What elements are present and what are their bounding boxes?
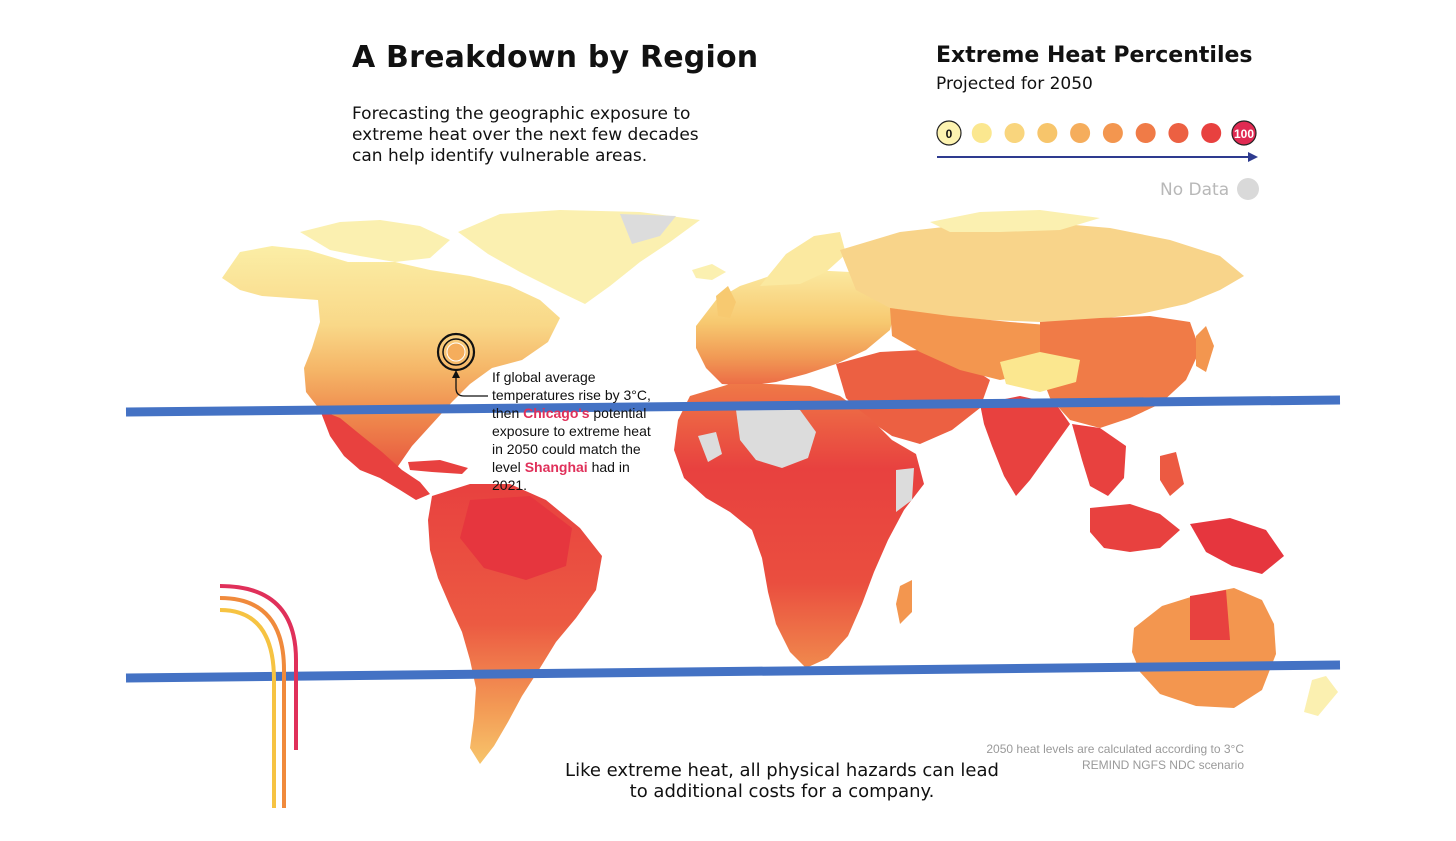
annotation-line-3: then Chicago's potential	[492, 404, 667, 422]
legend-arrowhead-icon	[1248, 152, 1258, 162]
overlay-line-south	[125, 660, 1341, 683]
footnote-line-1: 2050 heat levels are calculated accordin…	[986, 742, 1244, 756]
legend-swatches	[936, 120, 1257, 146]
chicago-highlight: Chicago's	[523, 405, 590, 421]
legend-subtitle: Projected for 2050	[936, 74, 1093, 94]
legend-swatch-8	[1201, 123, 1222, 143]
annotation-line-1: If global average	[492, 369, 596, 385]
sahel-no-data-region	[698, 432, 722, 462]
scandinavia-region	[760, 232, 846, 286]
overlay-line-north	[125, 395, 1341, 417]
middle-east-region	[836, 350, 990, 444]
legend-max-label: 100	[1234, 127, 1254, 141]
chicago-marker	[436, 332, 488, 397]
legend-swatch-9	[1231, 120, 1257, 146]
png-region	[1190, 518, 1284, 574]
legend-swatch-6	[1135, 123, 1156, 143]
annotation-line-4: exposure to extreme heat	[492, 423, 651, 439]
madagascar-region	[896, 580, 912, 624]
no-data-label: No Data	[1160, 180, 1230, 200]
new-zealand-region	[1304, 676, 1338, 716]
uk-region	[716, 286, 736, 318]
australia-region	[1132, 588, 1276, 708]
arctic-islands-region	[300, 220, 450, 262]
arctic-russia-region	[930, 210, 1100, 232]
annotation-line-3-post: potential	[589, 405, 647, 421]
legend-swatch-4	[1070, 123, 1091, 143]
shanghai-highlight: Shanghai	[524, 459, 588, 475]
greenland-no-data	[620, 214, 676, 244]
legend-swatch-2	[1004, 123, 1025, 143]
japan-region	[1196, 326, 1214, 372]
europe-region	[696, 270, 896, 386]
annotation-line-6: level Shanghai had in 2021.	[492, 458, 667, 494]
legend-swatch-3	[1037, 123, 1058, 143]
legend-swatch-0	[936, 120, 962, 146]
southeast-asia-region	[1072, 424, 1126, 496]
sahara-no-data-region	[736, 404, 816, 468]
annotation-line-6-pre: level	[492, 459, 525, 475]
intro-text: Forecasting the geographic exposure to e…	[352, 104, 699, 166]
footnote-line-2: REMIND NGFS NDC scenario	[1081, 758, 1244, 772]
horn-of-africa-no-data	[896, 468, 914, 512]
legend-title: Extreme Heat Percentiles	[936, 43, 1253, 68]
annotation-line-2: temperatures rise by 3°C,	[492, 387, 651, 403]
indonesia-region	[1090, 504, 1180, 552]
legend-min-label: 0	[946, 127, 953, 141]
legend-swatch-7	[1168, 123, 1189, 143]
annotation-line-5: in 2050 could match the	[492, 441, 641, 457]
decorative-arcs	[219, 584, 298, 808]
annotation-line-6-post: had in 2021.	[492, 459, 630, 493]
north-america-region	[222, 246, 560, 472]
footnote: 2050 heat levels are calculated accordin…	[960, 741, 1244, 773]
caribbean-region	[408, 460, 468, 474]
legend-swatch-5	[1102, 123, 1123, 143]
africa-region	[674, 384, 924, 668]
page-title: A Breakdown by Region	[352, 40, 759, 75]
russia-region	[840, 222, 1244, 322]
legend-swatch-1	[971, 123, 992, 143]
australia-hotspot	[1190, 590, 1230, 640]
closing-text: Like extreme heat, all physical hazards …	[565, 760, 999, 802]
india-region	[980, 396, 1070, 496]
philippines-region	[1160, 452, 1184, 496]
no-data-swatch	[1237, 178, 1259, 200]
amazon-hotspot	[460, 496, 572, 580]
central-america-region	[320, 410, 430, 500]
legend-scale: 0 100	[936, 120, 1258, 162]
iceland-region	[692, 264, 726, 280]
tibet-region	[1000, 352, 1080, 392]
annotation-line-3-pre: then	[492, 405, 524, 421]
chicago-annotation: If global average temperatures rise by 3…	[492, 368, 667, 494]
